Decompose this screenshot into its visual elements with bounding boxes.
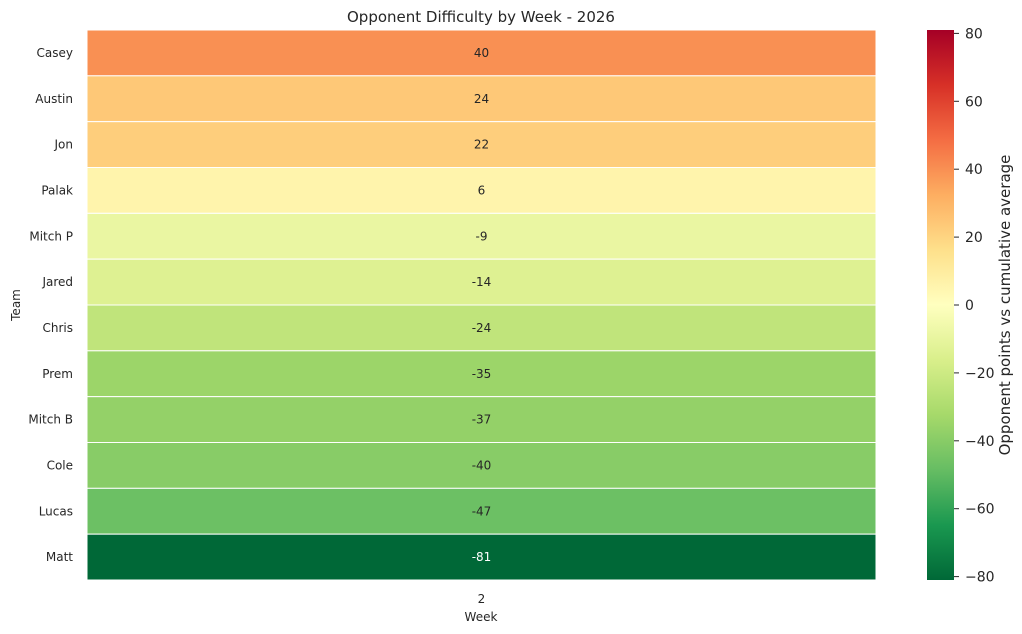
cell-value-label: 22 <box>474 138 489 152</box>
y-tick-label: Jared <box>41 275 73 289</box>
heatmap-cell <box>86 487 877 535</box>
heatmap-cell <box>86 167 877 214</box>
cell-value-label: -24 <box>472 321 492 335</box>
y-tick-label: Mitch B <box>28 413 73 427</box>
y-tick-label: Jon <box>54 138 74 152</box>
y-tick-label: Matt <box>46 550 73 564</box>
x-tick-labels: 2 <box>478 592 486 606</box>
cell-value-label: -37 <box>472 413 492 427</box>
cell-value-label: -40 <box>472 458 492 472</box>
colorbar <box>927 30 954 580</box>
cell-value-label: 6 <box>478 183 486 197</box>
y-tick-label: Cole <box>47 458 73 472</box>
heatmap-cell <box>86 212 877 260</box>
y-tick-label: Palak <box>41 183 73 197</box>
colorbar-label: Opponent points vs cumulative average <box>996 155 1014 456</box>
heatmap-cell <box>86 350 877 398</box>
y-tick-label: Chris <box>42 321 73 335</box>
heatmap-cell <box>86 533 877 581</box>
y-tick-label: Prem <box>42 367 73 381</box>
colorbar-tick-label: 20 <box>965 230 983 246</box>
colorbar-tick-label: 80 <box>965 26 983 42</box>
cell-value-label: -35 <box>472 367 492 381</box>
cell-value-label: 24 <box>474 92 489 106</box>
colorbar-ticks: 80 60 40 20 0 −20 −40 −60 −80 <box>954 26 995 586</box>
colorbar-tick-label: −60 <box>965 502 995 518</box>
y-tick-label: Mitch P <box>29 229 73 243</box>
cell-value-label: -47 <box>472 504 492 518</box>
chart-title: Opponent Difficulty by Week - 2026 <box>347 8 615 26</box>
colorbar-tick-label: −80 <box>965 570 995 586</box>
colorbar-tick-label: 40 <box>965 162 983 178</box>
y-tick-label: Austin <box>35 92 73 106</box>
y-tick-label: Casey <box>37 46 73 60</box>
heatmap-cell <box>86 121 877 168</box>
colorbar-tick-label: −20 <box>965 366 995 382</box>
cell-value-label: -14 <box>472 275 492 289</box>
y-tick-labels: Casey Austin Jon Palak Mitch P Jared Chris Prem… <box>28 46 73 564</box>
heatmap-cell <box>86 442 877 489</box>
x-tick-label: 2 <box>478 592 486 606</box>
heatmap-cell <box>86 258 877 306</box>
heatmap-cell <box>86 29 877 77</box>
cell-value-label: -9 <box>476 229 488 243</box>
heatmap-cell <box>86 75 877 123</box>
y-axis-label: Team <box>9 289 23 322</box>
colorbar-tick-label: −40 <box>965 434 995 450</box>
cell-value-label: 40 <box>474 46 489 60</box>
x-axis-label: Week <box>465 610 498 624</box>
cell-value-label: -81 <box>472 550 492 564</box>
heatmap-cells: 40 24 22 6 -9 -14 -24 -35 -37 -40 -47 -81 <box>86 29 877 581</box>
colorbar-tick-label: 0 <box>965 298 974 314</box>
y-tick-label: Lucas <box>39 504 73 518</box>
colorbar-tick-label: 60 <box>965 94 983 110</box>
